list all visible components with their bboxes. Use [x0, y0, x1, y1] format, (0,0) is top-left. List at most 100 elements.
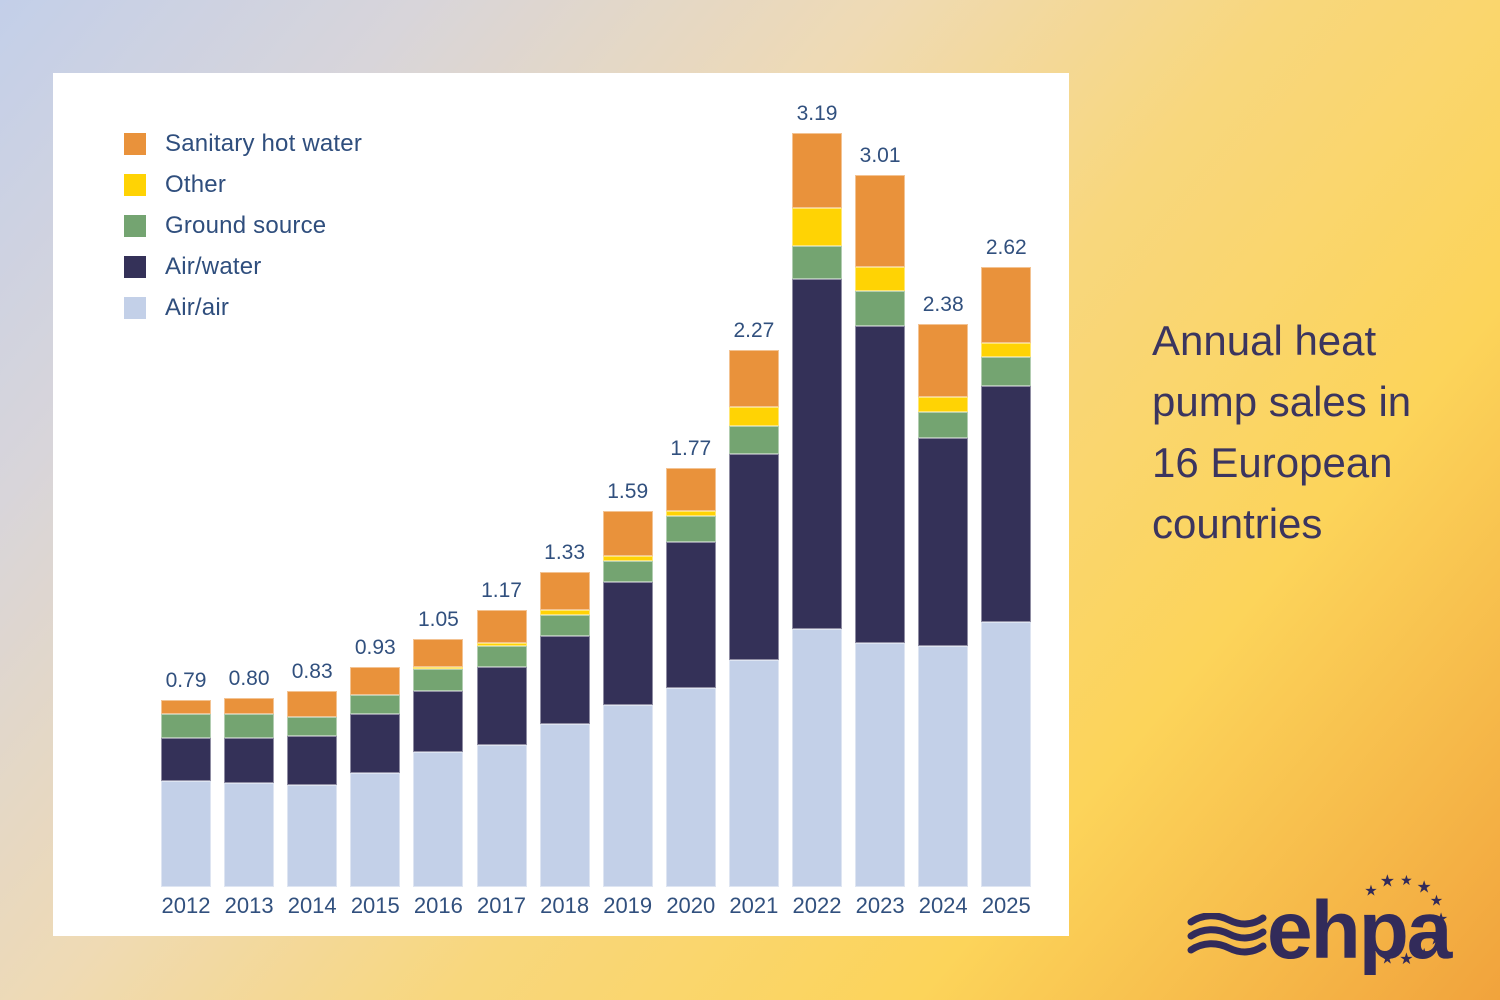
bar-value-label: 0.79 — [165, 669, 207, 693]
legend-item-other: Other — [124, 170, 362, 200]
bar-segment-ground — [918, 411, 969, 438]
bar-segment-shw — [665, 468, 716, 511]
bar-segment-air-air — [602, 704, 653, 887]
x-axis-label: 2023 — [855, 893, 905, 918]
eu-star-icon: ★ — [1433, 911, 1449, 928]
eu-star-icon: ★ — [1428, 929, 1445, 949]
eu-star-icon: ★ — [1417, 945, 1431, 962]
bar-segment-other — [476, 643, 527, 646]
bar-segment-other — [918, 397, 969, 412]
legend-item-air-air: Air/air — [124, 293, 362, 323]
bar-segment-shw — [476, 610, 527, 644]
x-axis-label: 2015 — [350, 893, 400, 918]
bar-segment-air-air — [792, 629, 842, 887]
legend-label: Other — [165, 171, 227, 198]
x-axis-label: 2012 — [161, 893, 211, 918]
eu-star-icon: ★ — [1380, 950, 1395, 968]
x-axis-label: 2024 — [918, 893, 968, 918]
bar-segment-ground — [161, 714, 211, 738]
legend-item-ground-source: Ground source — [124, 211, 362, 241]
legend-label: Air/air — [165, 294, 230, 321]
bar-segment-air-water — [918, 437, 969, 646]
bar-segment-other — [539, 610, 590, 615]
bar-segment-other — [602, 555, 653, 561]
bar-value-label: 1.33 — [544, 541, 586, 565]
bar-segment-ground — [224, 714, 275, 738]
eu-star-icon: ★ — [1363, 939, 1379, 959]
x-axis-label: 2013 — [224, 893, 274, 918]
bar-value-label: 1.05 — [417, 607, 459, 631]
bar-segment-other — [665, 510, 716, 516]
bar-segment-shw — [539, 572, 590, 611]
bar-segment-shw — [224, 697, 275, 715]
bar-segment-air-water — [728, 454, 779, 660]
bar-segment-ground — [728, 425, 779, 455]
bar-segment-air-air — [981, 622, 1032, 887]
bar-segment-air-air — [161, 780, 211, 887]
bar-segment-air-air — [287, 785, 338, 887]
x-axis-label: 2021 — [729, 893, 779, 918]
eu-star-icon: ★ — [1379, 871, 1395, 891]
bar-segment-ground — [792, 246, 842, 280]
bar-segment-air-water — [792, 279, 842, 630]
legend-swatch-icon — [124, 256, 146, 278]
bar-value-label: 2.62 — [985, 236, 1027, 260]
bar-segment-air-water — [981, 385, 1032, 623]
bar-segment-air-water — [224, 738, 275, 783]
legend-label: Air/water — [165, 253, 262, 280]
bar-segment-other — [413, 667, 464, 670]
eu-star-icon: ★ — [1429, 892, 1444, 910]
legend-swatch-icon — [124, 133, 146, 155]
bar-segment-air-air — [224, 782, 275, 887]
bar-segment-air-water — [539, 636, 590, 724]
bar-value-label: 3.19 — [796, 101, 838, 125]
bar-segment-shw — [792, 132, 842, 209]
bar-value-label: 0.80 — [228, 666, 270, 690]
bar-value-label: 0.93 — [354, 636, 396, 660]
x-axis-label: 2019 — [603, 893, 653, 918]
bar-value-label: 3.01 — [859, 144, 901, 168]
bar-segment-ground — [350, 695, 401, 715]
bar-segment-air-water — [413, 690, 464, 753]
x-axis-label: 2016 — [413, 893, 463, 918]
bar-segment-air-air — [918, 645, 969, 887]
x-axis-label: 2025 — [981, 893, 1031, 918]
bar-segment-air-air — [476, 745, 527, 887]
bar-segment-air-water — [287, 735, 338, 786]
bar-segment-ground — [665, 515, 716, 542]
eu-star-icon: ★ — [1364, 882, 1378, 900]
x-axis-label: 2022 — [792, 893, 842, 918]
bar-segment-other — [855, 267, 906, 291]
bar-segment-shw — [728, 350, 779, 407]
bar-segment-ground — [855, 291, 906, 327]
legend-label: Sanitary hot water — [165, 130, 363, 157]
bar-segment-ground — [539, 615, 590, 637]
bar-value-label: 2.38 — [922, 293, 964, 317]
bar-segment-ground — [476, 645, 527, 668]
bar-segment-air-water — [602, 581, 653, 705]
eu-stars-icon: ★ ★ ★ ★ ★ ★ ★ ★ ★ ★ ★ — [1187, 872, 1467, 992]
bar-segment-air-air — [855, 643, 906, 887]
legend-swatch-icon — [124, 297, 146, 319]
bar-segment-ground — [981, 357, 1032, 386]
legend-swatch-icon — [124, 215, 146, 237]
ehpa-wordmark: ehpa — [1267, 885, 1452, 976]
bar-segment-shw — [413, 638, 464, 668]
bar-segment-air-water — [161, 738, 211, 781]
bar-segment-air-water — [350, 714, 401, 774]
bar-segment-ground — [413, 669, 464, 691]
x-axis-label: 2017 — [477, 893, 526, 918]
bar-segment-ground — [602, 560, 653, 582]
bar-segment-air-air — [665, 688, 716, 887]
ehpa-waves-icon — [1187, 913, 1267, 956]
bar-segment-shw — [350, 667, 401, 696]
bar-segment-air-air — [728, 659, 779, 887]
bar-value-label: 1.77 — [670, 437, 712, 461]
bar-value-label: 0.83 — [291, 659, 333, 683]
bar-segment-air-water — [665, 541, 716, 689]
bar-segment-air-air — [413, 752, 464, 887]
bar-segment-air-air — [350, 773, 401, 887]
legend-label: Ground source — [165, 212, 327, 239]
bar-segment-air-air — [539, 723, 590, 887]
eu-star-icon: ★ — [1399, 951, 1414, 969]
